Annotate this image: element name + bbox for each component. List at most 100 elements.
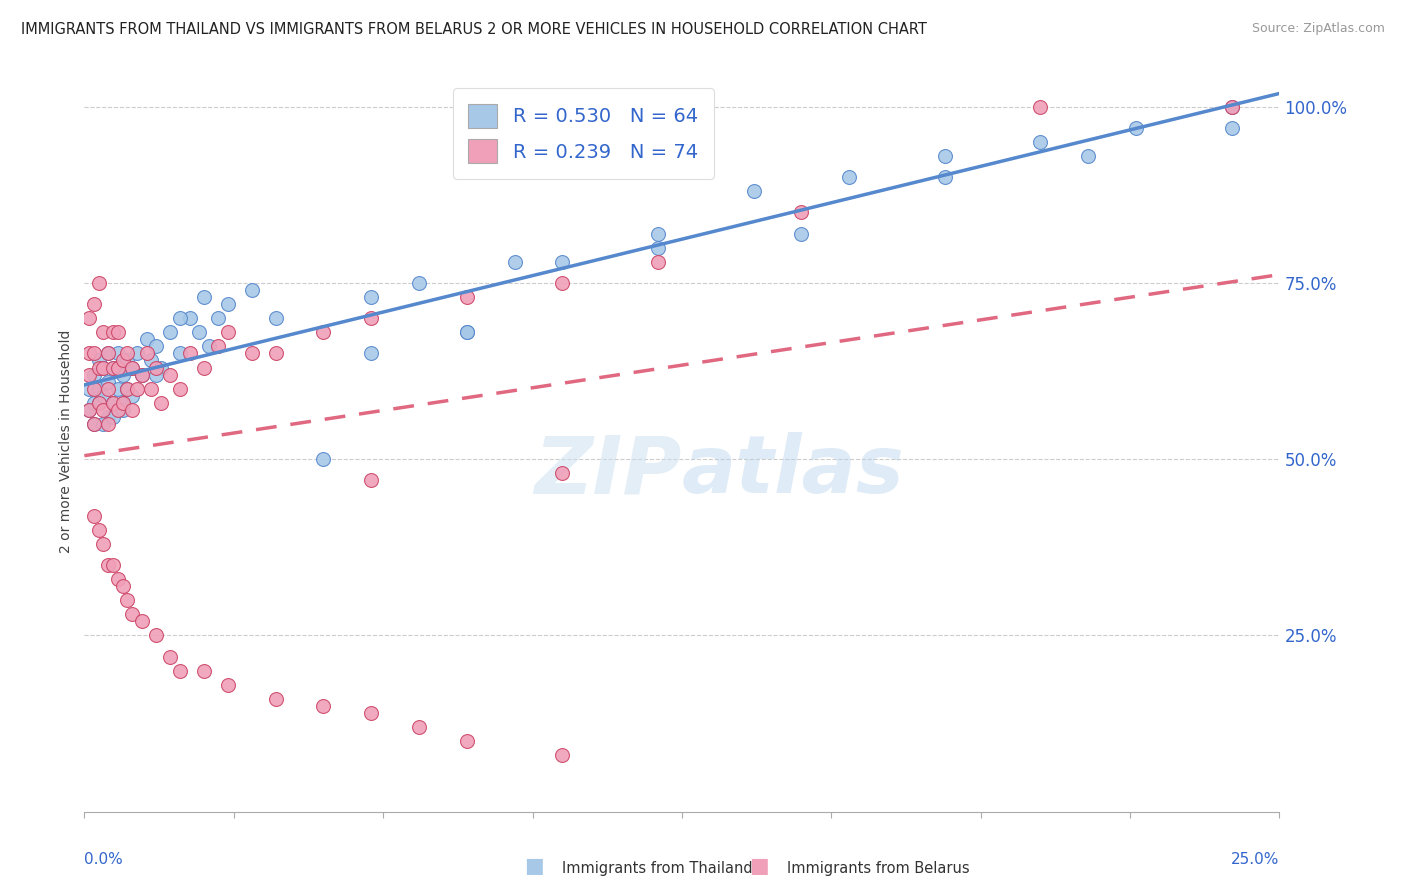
Legend: R = 0.530   N = 64, R = 0.239   N = 74: R = 0.530 N = 64, R = 0.239 N = 74: [453, 88, 714, 178]
Point: [790, 227, 813, 241]
Point: [193, 360, 215, 375]
Point: [111, 579, 134, 593]
Point: [141, 353, 163, 368]
Point: [111, 396, 134, 410]
Point: [111, 402, 134, 417]
Point: [264, 311, 287, 326]
Point: [135, 332, 157, 346]
Point: [93, 360, 115, 375]
Point: [141, 382, 163, 396]
Point: [207, 311, 229, 326]
Point: [197, 339, 219, 353]
Point: [360, 346, 382, 360]
Point: [111, 353, 134, 368]
Point: [207, 339, 229, 353]
Point: [217, 678, 239, 692]
Point: [551, 254, 574, 268]
Point: [149, 396, 172, 410]
Point: [101, 558, 124, 572]
Y-axis label: 2 or more Vehicles in Household: 2 or more Vehicles in Household: [59, 330, 73, 553]
Point: [97, 375, 120, 389]
Point: [101, 325, 124, 339]
Point: [360, 290, 382, 304]
Point: [1029, 100, 1052, 114]
Point: [312, 452, 335, 467]
Point: [408, 276, 430, 290]
Point: [97, 382, 120, 396]
Point: [101, 409, 124, 424]
Point: [83, 396, 105, 410]
Point: [1125, 120, 1147, 135]
Point: [97, 417, 120, 431]
Point: [131, 615, 153, 629]
Point: [456, 734, 478, 748]
Point: [647, 254, 669, 268]
Text: IMMIGRANTS FROM THAILAND VS IMMIGRANTS FROM BELARUS 2 OR MORE VEHICLES IN HOUSEH: IMMIGRANTS FROM THAILAND VS IMMIGRANTS F…: [21, 22, 927, 37]
Point: [217, 325, 239, 339]
Point: [360, 473, 382, 487]
Point: [83, 417, 105, 431]
Point: [121, 607, 143, 622]
Point: [101, 360, 124, 375]
Text: ZIP: ZIP: [534, 432, 682, 510]
Point: [77, 382, 100, 396]
Point: [169, 664, 191, 678]
Point: [647, 241, 669, 255]
Point: [111, 396, 134, 410]
Point: [360, 706, 382, 720]
Point: [93, 417, 115, 431]
Point: [456, 325, 478, 339]
Point: [117, 353, 139, 368]
Point: [312, 698, 335, 713]
Point: [145, 368, 167, 382]
Point: [145, 360, 167, 375]
Point: [125, 382, 148, 396]
Point: [742, 184, 765, 198]
Point: [83, 297, 105, 311]
Point: [117, 593, 139, 607]
Point: [83, 346, 105, 360]
Point: [97, 409, 120, 424]
Point: [121, 360, 143, 375]
Point: [1077, 149, 1099, 163]
Point: [159, 325, 181, 339]
Point: [83, 508, 105, 523]
Point: [131, 368, 153, 382]
Point: [131, 368, 153, 382]
Point: [77, 402, 100, 417]
Point: [101, 396, 124, 410]
Point: [179, 346, 201, 360]
Text: ■: ■: [749, 856, 769, 876]
Point: [456, 325, 478, 339]
Point: [312, 325, 335, 339]
Point: [117, 346, 139, 360]
Point: [169, 382, 191, 396]
Point: [159, 368, 181, 382]
Point: [264, 692, 287, 706]
Point: [117, 382, 139, 396]
Point: [169, 311, 191, 326]
Point: [107, 360, 129, 375]
Point: [93, 325, 115, 339]
Point: [93, 389, 115, 403]
Point: [1220, 100, 1243, 114]
Point: [101, 396, 124, 410]
Point: [125, 346, 148, 360]
Point: [934, 149, 956, 163]
Point: [169, 346, 191, 360]
Point: [87, 353, 110, 368]
Point: [551, 276, 574, 290]
Text: 25.0%: 25.0%: [1232, 853, 1279, 867]
Point: [121, 360, 143, 375]
Point: [87, 382, 110, 396]
Point: [83, 368, 105, 382]
Point: [188, 325, 211, 339]
Point: [193, 290, 215, 304]
Point: [145, 339, 167, 353]
Text: ■: ■: [524, 856, 544, 876]
Point: [117, 382, 139, 396]
Point: [97, 346, 120, 360]
Point: [101, 360, 124, 375]
Point: [551, 467, 574, 481]
Point: [240, 283, 263, 297]
